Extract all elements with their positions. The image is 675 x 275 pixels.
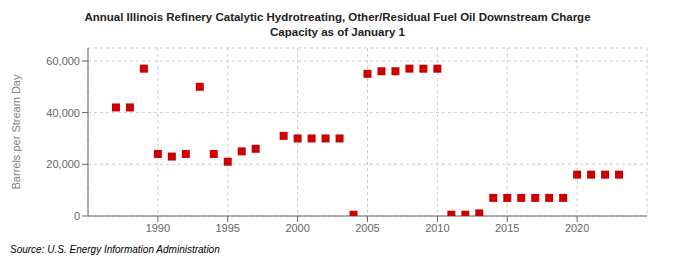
svg-text:2020: 2020 [565, 222, 589, 234]
html-text:Source: U.S. Energy Informatio: Source: U.S. Energy Information Administ… [10, 244, 220, 255]
svg-text:1990: 1990 [146, 222, 170, 234]
svg-text:40,000: 40,000 [46, 107, 80, 119]
svg-text:Barrels per Stream Day: Barrels per Stream Day [10, 74, 22, 189]
svg-text:2000: 2000 [285, 222, 309, 234]
svg-text:0: 0 [74, 210, 80, 222]
svg-text:60,000: 60,000 [46, 55, 80, 67]
html-text:Annual Illinois Refinery Catal: Annual Illinois Refinery Catalytic Hydro… [84, 11, 591, 23]
svg-text:1995: 1995 [216, 222, 240, 234]
svg-text:2015: 2015 [495, 222, 519, 234]
svg-text:20,000: 20,000 [46, 158, 80, 170]
svg-text:2010: 2010 [425, 222, 449, 234]
svg-text:2005: 2005 [355, 222, 379, 234]
html-text:Capacity as of January 1: Capacity as of January 1 [270, 26, 405, 38]
